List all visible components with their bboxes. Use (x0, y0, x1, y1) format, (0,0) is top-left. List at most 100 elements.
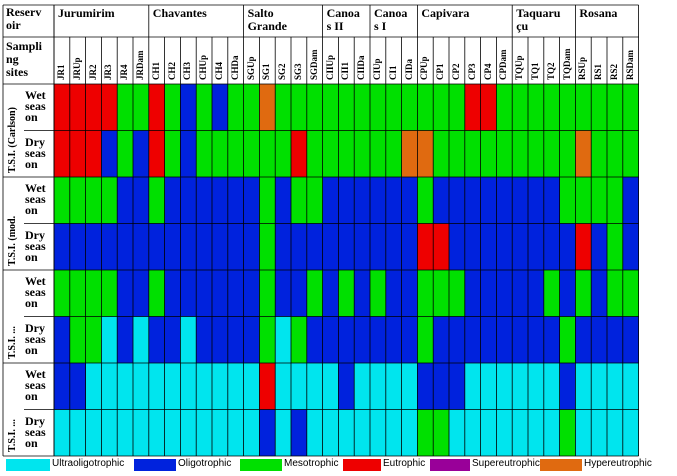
grid-cell-SG1-row2 (259, 130, 276, 177)
grid-cell-CIIDa-row8 (354, 409, 370, 456)
grid-cell-CH4-row6 (212, 316, 228, 363)
grid-cell-CIUp-row3 (370, 177, 386, 224)
site-label-RS2: RS2 (609, 63, 619, 80)
site-label-RS1: RS1 (593, 63, 604, 80)
grid-cell-CI1-row6 (385, 316, 402, 363)
grid-cell-CIDa-row2 (401, 130, 418, 177)
site-label-CPUp: CPUp (419, 56, 430, 80)
grid-cell-RSDam-row6 (622, 316, 639, 363)
site-label-JR3: JR3 (103, 64, 114, 81)
grid-cell-RSUp-row7 (575, 363, 592, 410)
legend-swatch-supereutrophic (430, 459, 470, 471)
grid-cell-RS1-row3 (591, 177, 607, 224)
site-label-CH3: CH3 (182, 62, 193, 80)
grid-cell-CII1-row3 (338, 177, 355, 224)
grid-cell-CH2-row5 (164, 270, 181, 317)
grid-cell-CIIUp-row5 (322, 270, 339, 317)
grid-cell-TQUp-row3 (512, 177, 528, 224)
grid-cell-SG2-row2 (275, 130, 291, 177)
site-label-CPDam: CPDam (498, 49, 509, 81)
grid-cell-CI1-row5 (385, 270, 402, 317)
season-label-3-2: Dry seas on (25, 320, 46, 357)
grid-cell-RSDam-row7 (622, 363, 639, 410)
grid-cell-CIUp-row6 (370, 316, 386, 363)
season-label-1-1: Wet seas on (25, 88, 46, 124)
grid-cell-CH4-row1 (212, 84, 228, 131)
grid-cell-CIUp-row1 (370, 84, 386, 131)
grid-cell-JRUp-row6 (69, 316, 86, 363)
grid-cell-CIDa-row3 (401, 177, 418, 224)
grid-cell-JR3-row2 (101, 130, 118, 177)
grid-cell-JR4-row2 (117, 130, 133, 177)
grid-cell-CIIUp-row6 (322, 316, 339, 363)
grid-cell-RS2-row8 (607, 409, 623, 456)
grid-cell-JR4-row8 (117, 409, 133, 456)
grid-cell-CPUp-row1 (417, 84, 434, 131)
grid-cell-CIIDa-row3 (354, 177, 370, 224)
grid-cell-SGUp-row5 (243, 270, 260, 317)
site-label-SGDam: SGDam (308, 49, 319, 80)
grid-cell-TQDam-row6 (559, 316, 576, 363)
grid-cell-CH4-row4 (212, 223, 228, 270)
grid-cell-CPDam-row7 (496, 363, 513, 410)
grid-cell-CP1-row2 (433, 130, 449, 177)
grid-cell-CPUp-row4 (417, 223, 434, 270)
grid-cell-RSDam-row8 (622, 409, 639, 456)
grid-cell-CIUp-row8 (370, 409, 386, 456)
grid-cell-CPDam-row4 (496, 223, 513, 270)
grid-cell-JRDam-row3 (133, 177, 149, 224)
grid-cell-SGDam-row6 (306, 316, 323, 363)
grid-cell-CP1-row5 (433, 270, 449, 317)
grid-cell-JR1-row5 (54, 270, 70, 317)
grid-cell-SG3-row2 (291, 130, 307, 177)
grid-cell-CPUp-row2 (417, 130, 434, 177)
grid-cell-JR2-row8 (85, 409, 102, 456)
grid-cell-CIUp-row4 (370, 223, 386, 270)
site-label-CI1: CI1 (387, 65, 398, 80)
grid-cell-SG1-row3 (259, 177, 276, 224)
grid-cell-CIIDa-row4 (354, 223, 370, 270)
grid-cell-CP4-row6 (480, 316, 497, 363)
grid-cell-JRDam-row5 (133, 270, 149, 317)
grid-cell-RS2-row7 (607, 363, 623, 410)
grid-cell-SG2-row8 (275, 409, 291, 456)
grid-cell-JR2-row2 (85, 130, 102, 177)
grid-cell-CPDam-row6 (496, 316, 513, 363)
site-label-JRUp: JRUp (71, 57, 82, 80)
site-label-CIUp: CIUp (372, 58, 382, 80)
grid-cell-TQDam-row4 (559, 223, 576, 270)
grid-cell-RSUp-row6 (575, 316, 592, 363)
grid-cell-SGDam-row1 (306, 84, 323, 131)
grid-cell-JR3-row4 (101, 223, 118, 270)
site-label-TQDam: TQDam (561, 48, 572, 81)
grid-cell-SG3-row7 (291, 363, 307, 410)
site-label-RSUp: RSUp (577, 56, 588, 80)
grid-cell-CIIDa-row1 (354, 84, 370, 131)
grid-cell-TQ2-row6 (543, 316, 560, 363)
grid-cell-CPUp-row6 (417, 316, 434, 363)
grid-cell-CHUp-row8 (196, 409, 212, 456)
grid-cell-TQUp-row4 (512, 223, 528, 270)
grid-cell-TQDam-row2 (559, 130, 576, 177)
grid-cell-CH3-row7 (180, 363, 197, 410)
index-label-4: T.S.I. ... (7, 419, 18, 452)
grid-cell-JR3-row1 (101, 84, 118, 131)
grid-cell-CH1-row5 (148, 270, 165, 317)
reservoir-name-5: Capivara (421, 6, 470, 20)
grid-cell-JRUp-row7 (69, 363, 86, 410)
grid-cell-SGDam-row2 (306, 130, 323, 177)
site-label-CP2: CP2 (451, 63, 461, 81)
grid-cell-SG1-row5 (259, 270, 276, 317)
grid-cell-TQUp-row1 (512, 84, 528, 131)
grid-cell-RS2-row1 (607, 84, 623, 131)
grid-cell-CH2-row6 (164, 316, 181, 363)
season-label-2-2: Dry seas on (25, 227, 46, 264)
grid-cell-CP3-row1 (464, 84, 481, 131)
grid-cell-CH2-row2 (164, 130, 181, 177)
grid-cell-RSDam-row2 (622, 130, 639, 177)
grid-cell-SG1-row6 (259, 316, 276, 363)
grid-cell-CIIDa-row2 (354, 130, 370, 177)
grid-cell-CH4-row7 (212, 363, 228, 410)
grid-cell-TQ2-row4 (543, 223, 560, 270)
grid-cell-CP4-row5 (480, 270, 497, 317)
